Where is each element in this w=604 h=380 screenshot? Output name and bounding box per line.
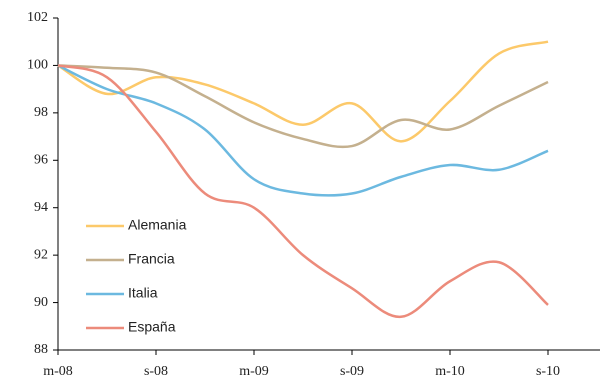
y-tick-label: 100 [27, 58, 48, 73]
x-tick-label: m-08 [43, 364, 73, 379]
x-tick-label: s-08 [144, 364, 168, 379]
line [57, 64, 549, 197]
y-tick-label: 96 [34, 153, 48, 168]
line [57, 64, 549, 149]
line [57, 40, 549, 143]
legend-label: Alemania [128, 217, 187, 233]
y-tick-label: 90 [34, 295, 48, 310]
y-tick-label: 94 [34, 200, 48, 215]
legend-label: Francia [128, 251, 175, 267]
x-tick-label: m-10 [435, 364, 465, 379]
line [57, 64, 549, 319]
y-tick-label: 92 [34, 247, 48, 262]
legend-label: Italia [128, 285, 158, 301]
legend-label: España [128, 319, 176, 335]
y-tick-label: 98 [34, 105, 48, 120]
y-tick-label: 88 [34, 342, 48, 357]
x-tick-label: m-09 [239, 364, 269, 379]
x-tick-label: s-10 [536, 364, 560, 379]
x-tick-label: s-09 [340, 364, 364, 379]
y-tick-label: 102 [27, 10, 48, 25]
